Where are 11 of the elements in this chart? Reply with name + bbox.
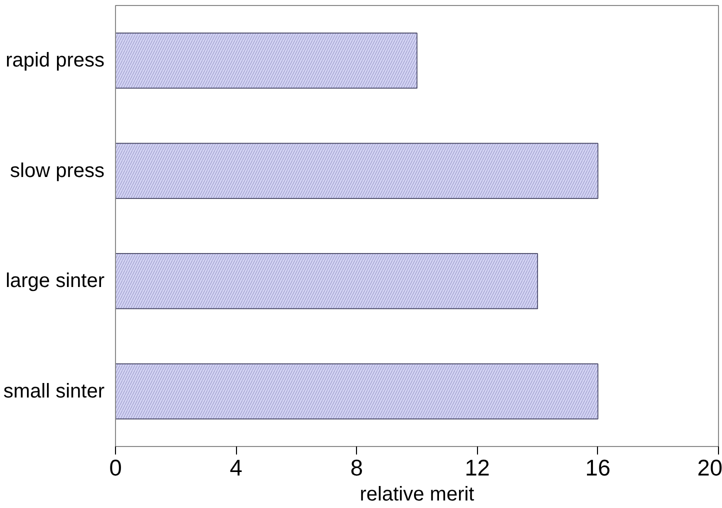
y-tick-label: rapid press xyxy=(6,50,104,72)
x-tick-label: 8 xyxy=(350,454,364,480)
x-tick-label: 0 xyxy=(109,454,122,480)
x-axis-title: relative merit xyxy=(360,484,475,506)
y-tick-label: small sinter xyxy=(3,380,105,402)
x-tick-label: 16 xyxy=(585,454,611,480)
y-tick-label: large sinter xyxy=(6,270,105,292)
y-tick-label: slow press xyxy=(10,160,105,182)
x-tick-label: 12 xyxy=(464,454,490,480)
x-tick-label: 4 xyxy=(230,454,242,480)
x-tick-label: 20 xyxy=(697,454,722,480)
